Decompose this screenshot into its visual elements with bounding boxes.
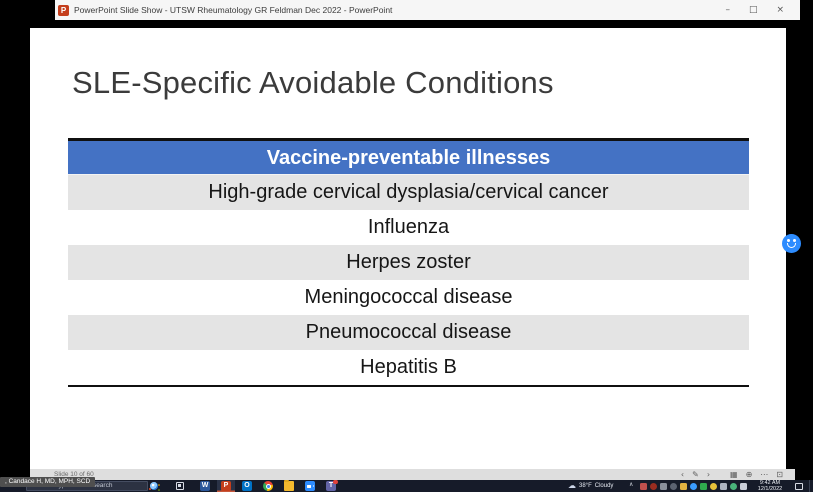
network-icon[interactable] bbox=[720, 482, 727, 490]
taskbar-app-teams[interactable]: T bbox=[322, 479, 340, 492]
zoom-app-icon bbox=[305, 481, 315, 491]
slide-canvas[interactable]: SLE-Specific Avoidable Conditions Vaccin… bbox=[30, 28, 786, 469]
zoom-slide-icon[interactable]: ⊕ bbox=[745, 470, 753, 479]
taskbar-app-word[interactable]: W bbox=[196, 480, 214, 492]
weather-condition: Cloudy bbox=[594, 483, 614, 489]
window-title: PowerPoint Slide Show - UTSW Rheumatolog… bbox=[74, 5, 393, 15]
more-options-icon[interactable]: ⋯ bbox=[760, 470, 769, 479]
tray-icon[interactable] bbox=[650, 482, 657, 490]
minimize-button[interactable]: – bbox=[725, 5, 730, 15]
smiley-mouth-icon bbox=[787, 243, 796, 248]
previous-slide-icon[interactable]: ‹ bbox=[680, 470, 685, 479]
weather-temp: 38°F bbox=[579, 483, 592, 489]
table-header-row: Vaccine-preventable illnesses bbox=[68, 141, 749, 175]
window-controls: – □ × bbox=[725, 5, 800, 15]
tray-icon[interactable] bbox=[680, 482, 687, 490]
show-hidden-icons-chevron[interactable]: ∧ bbox=[629, 481, 634, 488]
slide-number-indicator: Slide 10 of 60 bbox=[54, 471, 94, 478]
close-button[interactable]: × bbox=[776, 5, 784, 15]
monitor-icon[interactable]: ⊡ bbox=[776, 470, 783, 479]
slideshow-statusbar: Slide 10 of 60 ‹ ✎ › ▦ ⊕ ⋯ ⊡ bbox=[30, 469, 795, 480]
zoom-reaction-badge[interactable] bbox=[782, 234, 801, 253]
conditions-table: Vaccine-preventable illnesses High-grade… bbox=[68, 138, 749, 387]
table-row: Meningococcal disease bbox=[68, 280, 749, 315]
windows-taskbar: Type here to search , Candace H, MD, MPH… bbox=[0, 477, 813, 492]
outlook-icon: O bbox=[242, 481, 252, 491]
all-slides-icon[interactable]: ▦ bbox=[730, 470, 738, 479]
teams-icon: T bbox=[326, 479, 338, 491]
tray-icon[interactable] bbox=[700, 482, 707, 490]
window-titlebar: P PowerPoint Slide Show - UTSW Rheumatol… bbox=[55, 0, 800, 20]
table-row: Herpes zoster bbox=[68, 245, 749, 280]
action-center-icon[interactable] bbox=[795, 482, 803, 490]
tray-icon[interactable] bbox=[640, 482, 647, 490]
maximize-button[interactable]: □ bbox=[748, 5, 758, 15]
slideshow-nav-controls: ‹ ✎ › ▦ ⊕ ⋯ ⊡ bbox=[681, 469, 795, 480]
next-slide-icon[interactable]: › bbox=[706, 470, 711, 479]
clock-date: 12/1/2022 bbox=[757, 485, 783, 492]
pen-annotate-icon[interactable]: ✎ bbox=[692, 470, 699, 479]
word-icon: W bbox=[200, 481, 210, 491]
task-view-icon[interactable] bbox=[176, 482, 184, 490]
tray-icon[interactable] bbox=[670, 482, 677, 490]
taskbar-app-powerpoint[interactable]: P bbox=[217, 480, 235, 492]
table-row: Pneumococcal disease bbox=[68, 315, 749, 350]
volume-icon[interactable] bbox=[740, 482, 747, 490]
slide-title: SLE-Specific Avoidable Conditions bbox=[72, 65, 554, 100]
cloud-icon: ☁ bbox=[568, 481, 576, 490]
taskbar-app-chrome[interactable] bbox=[259, 480, 277, 492]
table-row: Influenza bbox=[68, 210, 749, 245]
tray-icon[interactable] bbox=[660, 482, 667, 490]
tray-icon[interactable] bbox=[690, 482, 697, 490]
taskbar-app-zoom[interactable] bbox=[301, 480, 319, 492]
table-row: Hepatitis B bbox=[68, 350, 749, 385]
powerpoint-app-icon: P bbox=[58, 4, 69, 16]
file-explorer-icon bbox=[284, 479, 294, 491]
tray-icon[interactable] bbox=[710, 482, 717, 490]
clock-time: 9:42 AM bbox=[759, 480, 781, 486]
meeting-participant-label: , Candace H, MD, MPH, SCD bbox=[0, 477, 96, 487]
powerpoint-icon: P bbox=[221, 481, 231, 491]
show-desktop-button[interactable] bbox=[809, 480, 810, 492]
chrome-icon bbox=[263, 481, 273, 491]
weather-widget[interactable]: ☁ 38°F Cloudy bbox=[568, 480, 613, 492]
cortana-icon[interactable] bbox=[150, 482, 158, 490]
smiley-icon bbox=[787, 239, 790, 242]
table-row: High-grade cervical dysplasia/cervical c… bbox=[68, 175, 749, 210]
taskbar-app-outlook[interactable]: O bbox=[238, 480, 256, 492]
tray-icon[interactable] bbox=[730, 482, 737, 490]
taskbar-clock[interactable]: 9:42 AM 12/1/2022 bbox=[750, 480, 790, 492]
taskbar-app-file-explorer[interactable] bbox=[280, 479, 298, 492]
